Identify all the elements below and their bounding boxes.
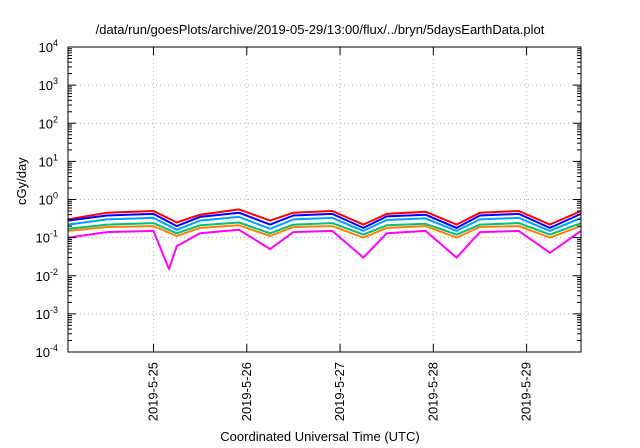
series-line <box>67 211 582 229</box>
chart-title: /data/run/goesPlots/archive/2019-05-29/1… <box>95 22 545 37</box>
grid <box>68 47 581 352</box>
y-tick-label: 10-2 <box>36 267 58 284</box>
series-line <box>67 221 582 236</box>
x-axis: 2019-5-25 2019-5-26 2019-5-27 2019-5-28 2019… <box>146 47 534 421</box>
series-line <box>67 228 582 270</box>
x-tick-label: 2019-5-27 <box>332 362 347 421</box>
series-group <box>67 208 582 270</box>
y-tick-label: 100 <box>39 191 58 208</box>
y-tick-label: 103 <box>39 76 58 93</box>
y-tick-label: 104 <box>39 38 58 55</box>
y-tick-label: 10-1 <box>36 229 58 246</box>
y-tick-label: 102 <box>39 114 58 131</box>
series-line <box>67 215 582 232</box>
series-line <box>67 208 582 226</box>
y-tick-label: 10-3 <box>36 305 58 322</box>
x-axis-label: Coordinated Universal Time (UTC) <box>220 429 420 444</box>
x-tick-label: 2019-5-29 <box>519 362 534 421</box>
y-tick-label: 101 <box>39 152 58 169</box>
series-line <box>67 224 582 239</box>
y-axis: 104 103 102 101 100 10-1 10-2 10-3 10-4 <box>36 38 581 360</box>
x-tick-label: 2019-5-26 <box>239 362 254 421</box>
y-tick-label: 10-4 <box>36 343 58 360</box>
x-tick-label: 2019-5-28 <box>425 362 440 421</box>
x-tick-label: 2019-5-25 <box>146 362 161 421</box>
